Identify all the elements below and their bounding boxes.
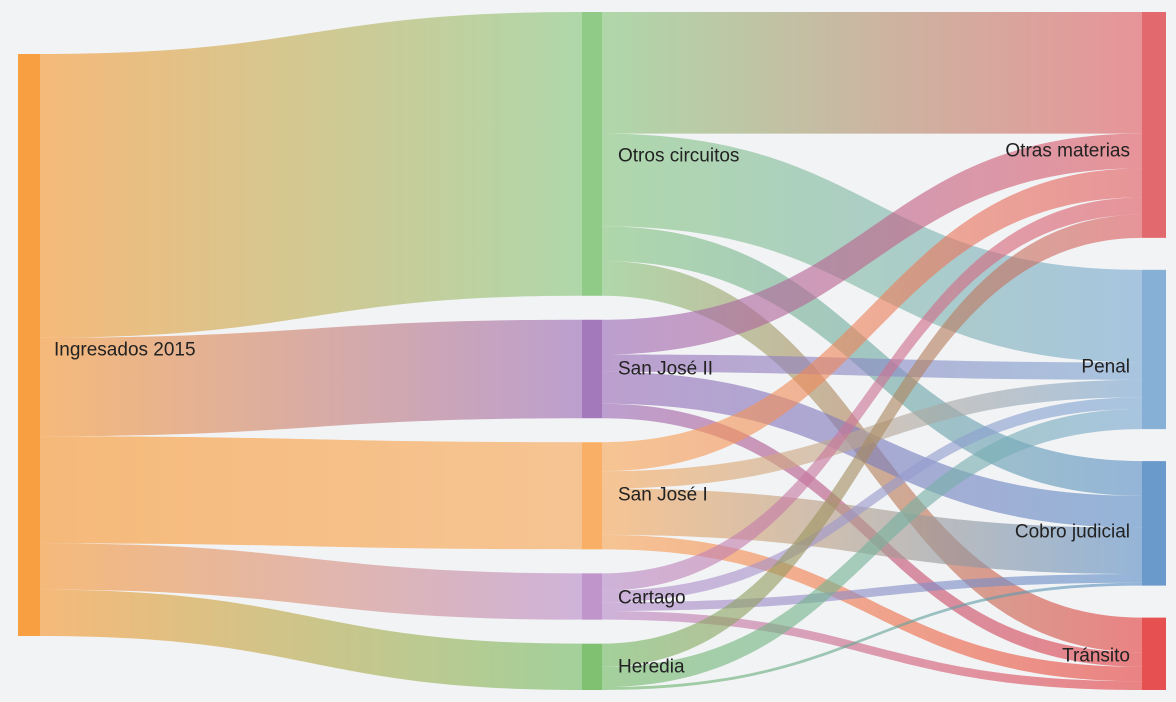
labels-layer: Ingresados 2015 Otros circuitos San José I… — [54, 141, 1130, 678]
label-penal: Penal — [1081, 357, 1130, 378]
link-ingresados-to-otros_circuitos[interactable] — [40, 12, 582, 338]
link-san_jose_ii-to-penal[interactable] — [602, 354, 1142, 380]
label-cartago: Cartago — [618, 588, 686, 609]
node-penal[interactable] — [1142, 269, 1166, 430]
node-ingresados[interactable] — [18, 54, 40, 636]
link-ingresados-to-san_jose_i[interactable] — [40, 436, 582, 550]
node-san_jose_i[interactable] — [582, 442, 602, 550]
link-heredia-to-otras_materias[interactable] — [602, 214, 1142, 667]
link-san_jose_i-to-cobro_judicial[interactable] — [602, 488, 1142, 575]
label-transito: Tránsito — [1062, 646, 1130, 667]
label-otros_circuitos: Otros circuitos — [618, 146, 739, 167]
link-ingresados-to-cartago[interactable] — [40, 543, 582, 620]
label-ingresados: Ingresados 2015 — [54, 340, 196, 361]
nodes-layer — [18, 12, 1166, 690]
node-otras_materias[interactable] — [1142, 12, 1166, 238]
link-heredia-to-cobro_judicial[interactable] — [602, 582, 1142, 690]
link-ingresados-to-heredia[interactable] — [40, 589, 582, 690]
link-cartago-to-transito[interactable] — [602, 610, 1142, 690]
label-san_jose_i: San José I — [618, 485, 708, 506]
label-heredia: Heredia — [618, 657, 685, 678]
node-san_jose_ii[interactable] — [582, 319, 602, 419]
link-heredia-to-penal[interactable] — [602, 408, 1142, 688]
node-heredia[interactable] — [582, 643, 602, 690]
label-otras_materias: Otras materias — [1005, 141, 1130, 162]
link-cartago-to-otras_materias[interactable] — [602, 197, 1142, 591]
link-san_jose_i-to-otras_materias[interactable] — [602, 168, 1142, 472]
node-otros_circuitos[interactable] — [582, 12, 602, 296]
label-san_jose_ii: San José II — [618, 359, 713, 380]
link-ingresados-to-san_jose_ii[interactable] — [40, 319, 582, 437]
link-cartago-to-penal[interactable] — [602, 397, 1142, 603]
node-cartago[interactable] — [582, 573, 602, 620]
label-cobro_judicial: Cobro judicial — [1015, 522, 1130, 543]
link-san_jose_ii-to-otras_materias[interactable] — [602, 133, 1142, 355]
link-otros_circuitos-to-otras_materias[interactable] — [602, 12, 1142, 134]
node-cobro_judicial[interactable] — [1142, 461, 1166, 586]
node-transito[interactable] — [1142, 617, 1166, 690]
links-layer — [40, 12, 1142, 690]
link-san_jose_i-to-transito[interactable] — [602, 534, 1142, 682]
